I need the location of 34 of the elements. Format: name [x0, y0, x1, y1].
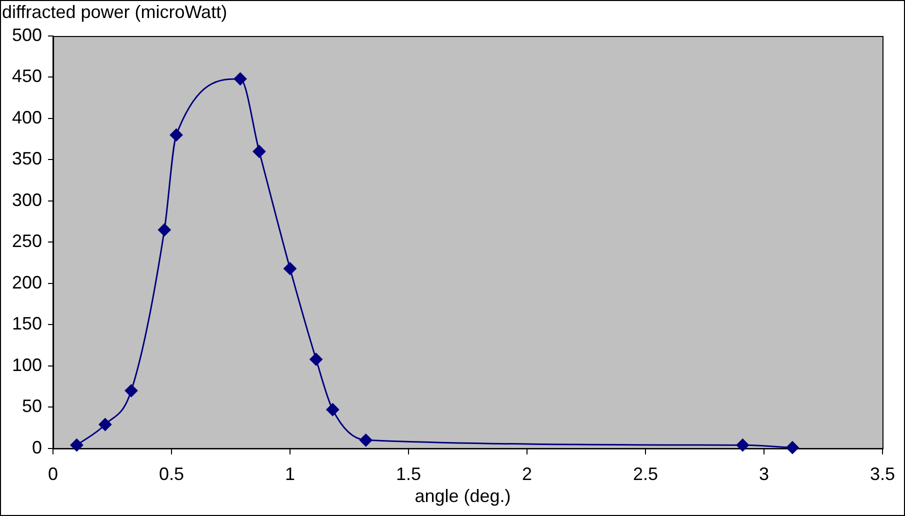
point [124, 384, 138, 398]
y-tick-label: 100 [12, 354, 42, 375]
y-tick-label: 250 [12, 231, 42, 252]
x-axis-title: angle (deg.) [414, 486, 511, 506]
y-tick-label: 500 [12, 24, 42, 45]
x-tick-label: 0 [48, 464, 58, 484]
y-tick-label: 300 [12, 190, 42, 210]
point [70, 438, 84, 452]
point [359, 434, 372, 447]
y-axis-title: diffracted power (microWatt) [2, 2, 228, 22]
point [326, 403, 340, 416]
y-tick-label: 50 [22, 396, 42, 416]
point [170, 128, 183, 142]
y-tick-label: 0 [32, 437, 42, 458]
x-tick-label: 0.5 [159, 464, 184, 484]
y-tick-label: 450 [12, 66, 42, 86]
y-tick-label: 350 [12, 148, 42, 169]
x-tick-label: 2 [522, 464, 532, 484]
y-tick-label: 200 [12, 272, 42, 292]
x-tick-label: 2.5 [632, 464, 658, 484]
y-tick-label: 400 [12, 107, 42, 128]
point [786, 441, 799, 454]
point [310, 352, 323, 366]
point [98, 418, 112, 431]
x-tick-label: 1.5 [396, 464, 422, 484]
x-tick-label: 3.5 [870, 464, 896, 484]
x-tick-label: 3 [758, 464, 770, 484]
x-tick-label: 1 [285, 464, 296, 484]
point [252, 144, 266, 158]
point [736, 438, 750, 452]
point [284, 262, 297, 276]
point [158, 223, 171, 236]
point [234, 72, 247, 86]
y-tick-label: 150 [12, 314, 42, 334]
